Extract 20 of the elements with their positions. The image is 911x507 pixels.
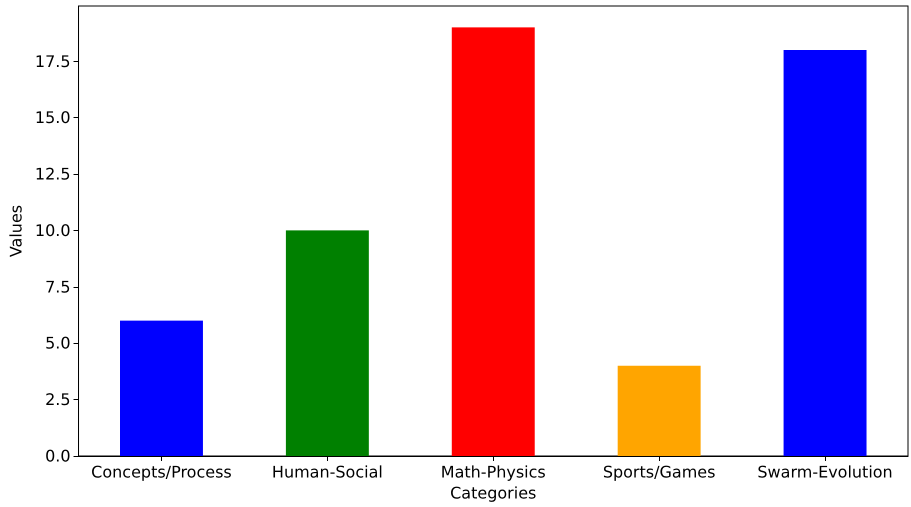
- bar: [452, 27, 535, 456]
- bar: [784, 50, 867, 456]
- x-tick-label: Concepts/Process: [91, 462, 232, 482]
- y-tick-label: 7.5: [45, 277, 71, 296]
- bar: [286, 230, 369, 456]
- x-tick-label: Math-Physics: [440, 462, 546, 482]
- y-tick-label: 15.0: [34, 108, 71, 128]
- y-tick-label: 17.5: [34, 52, 71, 71]
- y-tick-label: 12.5: [34, 164, 71, 184]
- y-tick-label: 2.5: [45, 390, 71, 410]
- bar: [120, 320, 203, 456]
- x-tick-label: Human-Social: [272, 462, 383, 482]
- x-tick-label: Sports/Games: [602, 462, 716, 482]
- y-axis-title: Values: [6, 204, 26, 258]
- x-axis-title: Categories: [450, 483, 536, 502]
- y-tick-label: 5.0: [45, 334, 71, 353]
- y-tick-label: 10.0: [34, 220, 71, 240]
- y-tick-label: 0.0: [45, 446, 71, 466]
- x-tick-label: Swarm-Evolution: [757, 462, 893, 482]
- bar: [618, 366, 701, 456]
